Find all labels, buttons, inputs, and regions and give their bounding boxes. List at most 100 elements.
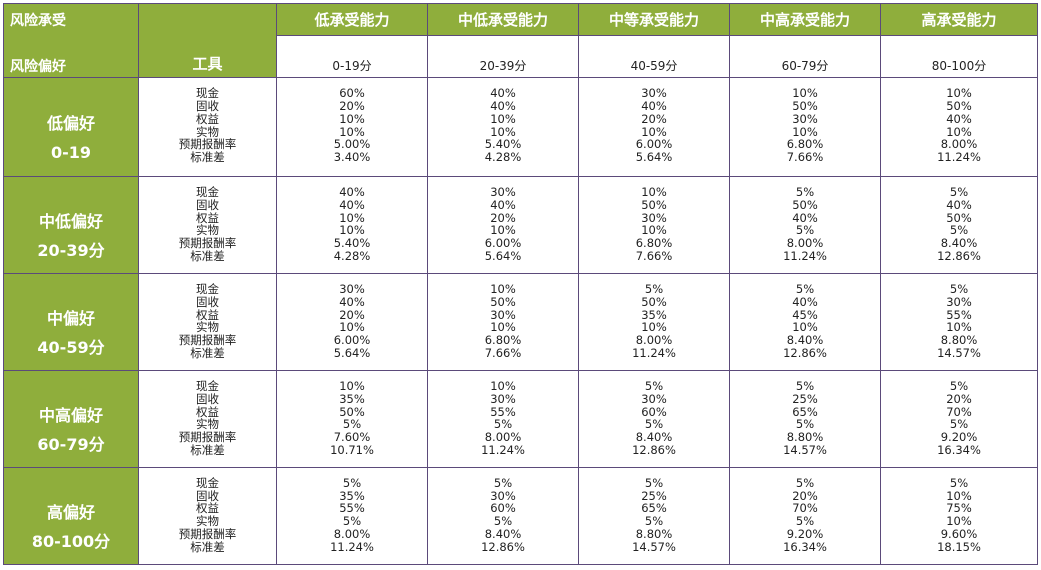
- allocation-value: 5%: [795, 223, 815, 238]
- tool-label: 标准差: [190, 248, 225, 263]
- tool-label: 现金: [196, 282, 219, 297]
- allocation-value: 11.24%: [330, 539, 374, 554]
- allocation-value: 30%: [490, 391, 516, 406]
- allocation-cell: 10% 30% 55% 5% 8.00% 11.24%: [427, 370, 579, 469]
- allocation-value: 10%: [490, 223, 516, 238]
- tool-label: 权益: [196, 501, 219, 516]
- allocation-value: 8.00%: [484, 429, 522, 444]
- allocation-value: 55%: [946, 307, 972, 322]
- allocation-value: 5%: [342, 476, 362, 491]
- preference-label-cell: 中低偏好 20-39分: [3, 176, 139, 275]
- allocation-value: 5%: [795, 379, 815, 394]
- preference-label-cell: 中高偏好 60-79分: [3, 370, 139, 469]
- tool-label: 标准差: [190, 149, 225, 164]
- allocation-value: 5%: [795, 476, 815, 491]
- allocation-value: 8.80%: [786, 429, 824, 444]
- allocation-value: 10%: [490, 124, 516, 139]
- preference-row: 高偏好 80-100分 现金 固收 权益 实物 预期报酬率 标准差 5% 35% 55% 5% 8.00…: [3, 467, 1038, 565]
- allocation-cell: 5% 35% 55% 5% 8.00% 11.24%: [276, 467, 428, 565]
- allocation-value: 35%: [641, 307, 667, 322]
- allocation-value: 9.20%: [786, 526, 824, 541]
- allocation-value: 18.15%: [937, 539, 981, 554]
- allocation-value: 50%: [641, 198, 667, 213]
- allocation-value: 3.40%: [333, 149, 371, 164]
- allocation-value: 10%: [946, 124, 972, 139]
- allocation-value: 6.80%: [635, 236, 673, 251]
- allocation-value: 5%: [644, 514, 664, 529]
- allocation-value: 5%: [644, 476, 664, 491]
- tool-list-cell: 现金 固收 权益 实物 预期报酬率 标准差: [138, 370, 277, 469]
- allocation-value: 11.24%: [632, 345, 676, 360]
- allocation-value: 12.86%: [783, 345, 827, 360]
- allocation-value: 40%: [792, 210, 818, 225]
- allocation-value: 8.00%: [333, 526, 371, 541]
- allocation-value: 35%: [339, 391, 365, 406]
- tool-label: 预期报酬率: [178, 526, 237, 541]
- allocation-value: 5%: [493, 514, 513, 529]
- tool-list-cell: 现金 固收 权益 实物 预期报酬率 标准差: [138, 273, 277, 372]
- tool-label: 固收: [196, 294, 219, 309]
- allocation-value: 30%: [490, 185, 516, 200]
- risk-capacity-label: 风险承受: [10, 13, 66, 29]
- allocation-value: 10%: [792, 86, 818, 101]
- allocation-value: 7.66%: [635, 248, 673, 263]
- allocation-value: 70%: [946, 404, 972, 419]
- allocation-value: 40%: [490, 99, 516, 114]
- allocation-value: 8.00%: [786, 236, 824, 251]
- tool-list-cell: 现金 固收 权益 实物 预期报酬率 标准差: [138, 467, 277, 565]
- allocation-value: 8.40%: [940, 236, 978, 251]
- allocation-value: 25%: [792, 391, 818, 406]
- preference-row: 中低偏好 20-39分 现金 固收 权益 实物 预期报酬率 标准差 40% 40% 10% 10% 5.…: [3, 176, 1038, 275]
- allocation-value: 10%: [339, 111, 365, 126]
- allocation-value: 9.60%: [940, 526, 978, 541]
- allocation-cell: 5% 25% 65% 5% 8.80% 14.57%: [729, 370, 881, 469]
- tool-label: 实物: [196, 320, 219, 335]
- capacity-score-medium-low: 20-39分: [427, 34, 579, 79]
- allocation-value: 5%: [342, 417, 362, 432]
- tool-label: 权益: [196, 404, 219, 419]
- preference-range: 80-100分: [31, 532, 111, 552]
- allocation-value: 6.00%: [333, 333, 371, 348]
- allocation-value: 40%: [490, 198, 516, 213]
- allocation-value: 8.00%: [940, 137, 978, 152]
- risk-allocation-table: 风险承受 风险偏好 工具 低承受能力 中低承受能力 中等承受能力 中高承受能力 …: [3, 2, 1038, 565]
- allocation-value: 8.40%: [635, 429, 673, 444]
- allocation-value: 11.24%: [783, 248, 827, 263]
- allocation-value: 10%: [339, 124, 365, 139]
- preference-name: 中偏好: [46, 309, 95, 329]
- allocation-value: 5%: [949, 185, 969, 200]
- allocation-cell: 5% 40% 50% 5% 8.40% 12.86%: [880, 176, 1038, 275]
- allocation-value: 20%: [641, 111, 667, 126]
- allocation-cell: 5% 50% 35% 10% 8.00% 11.24%: [578, 273, 730, 372]
- allocation-value: 5%: [949, 417, 969, 432]
- header-row-score: 0-19分 20-39分 40-59分 60-79分 80-100分: [4, 34, 1038, 79]
- tool-label: 预期报酬率: [178, 236, 237, 251]
- allocation-value: 10%: [792, 320, 818, 335]
- capacity-header-high: 高承受能力: [880, 3, 1038, 36]
- risk-preference-label: 风险偏好: [10, 59, 66, 75]
- allocation-value: 50%: [641, 294, 667, 309]
- allocation-value: 7.66%: [786, 149, 824, 164]
- allocation-cell: 10% 50% 30% 10% 6.80% 7.66%: [427, 273, 579, 372]
- allocation-value: 8.40%: [484, 526, 522, 541]
- allocation-value: 8.00%: [635, 333, 673, 348]
- tool-label: 现金: [196, 476, 219, 491]
- preference-range: 40-59分: [37, 338, 105, 358]
- preference-row: 中偏好 40-59分 现金 固收 权益 实物 预期报酬率 标准差 30% 40% 20% 10% 6.0…: [3, 273, 1038, 372]
- allocation-value: 10%: [946, 86, 972, 101]
- preference-name: 高偏好: [46, 503, 95, 523]
- allocation-value: 40%: [339, 198, 365, 213]
- allocation-value: 75%: [946, 501, 972, 516]
- allocation-value: 55%: [339, 501, 365, 516]
- corner-cell: 风险承受 风险偏好: [3, 2, 139, 79]
- capacity-score-high: 80-100分: [880, 34, 1038, 79]
- allocation-value: 25%: [641, 488, 667, 503]
- allocation-cell: 5% 20% 70% 5% 9.20% 16.34%: [729, 467, 881, 565]
- allocation-cell: 40% 40% 10% 10% 5.40% 4.28%: [427, 77, 579, 178]
- allocation-value: 60%: [490, 501, 516, 516]
- allocation-value: 11.24%: [937, 149, 981, 164]
- allocation-value: 40%: [339, 185, 365, 200]
- allocation-value: 50%: [792, 99, 818, 114]
- allocation-value: 40%: [641, 99, 667, 114]
- preference-row: 中高偏好 60-79分 现金 固收 权益 实物 预期报酬率 标准差 10% 35% 50% 5% 7.6…: [3, 370, 1038, 469]
